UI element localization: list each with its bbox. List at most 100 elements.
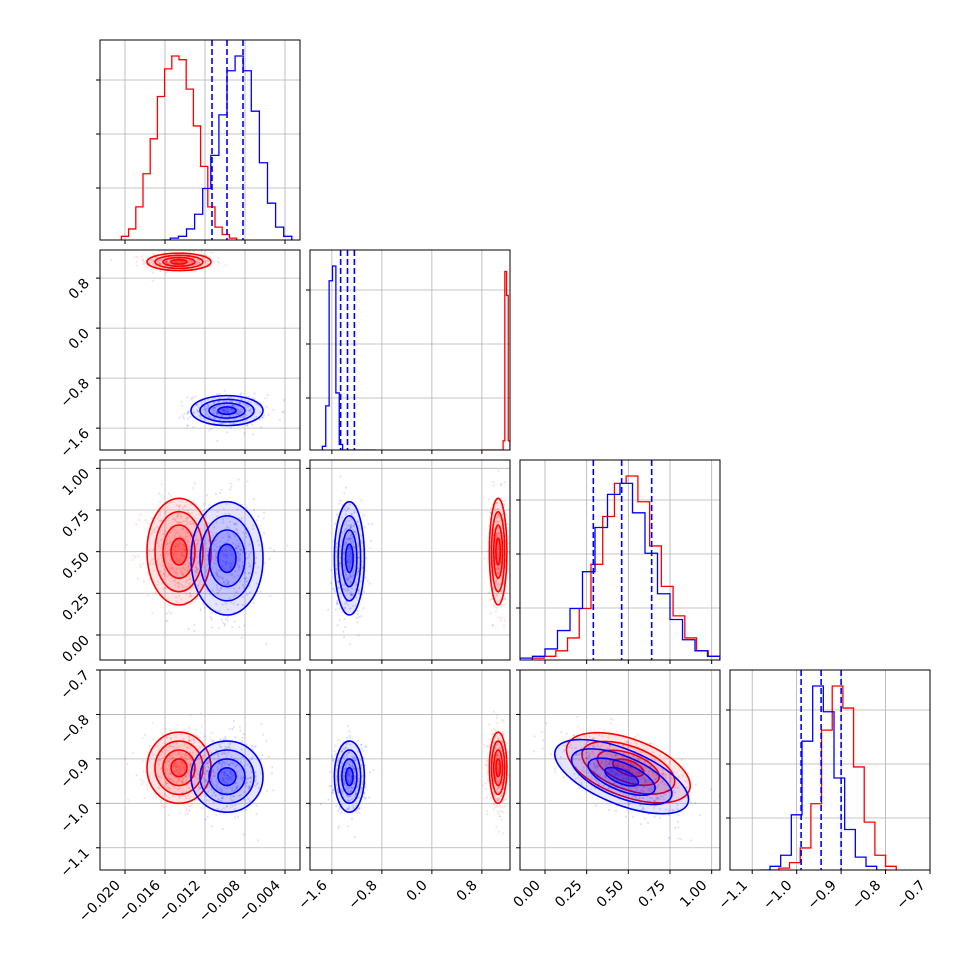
red-density-fill xyxy=(493,750,503,786)
red-density-fill xyxy=(612,759,644,777)
blue-density-fill xyxy=(218,544,236,573)
x-tick-label: 0.8 xyxy=(454,878,481,905)
x-tick-label: −1.0 xyxy=(760,878,795,913)
blue-contour xyxy=(570,748,673,806)
panel-r0-c0 xyxy=(96,39,301,244)
y-tick-label: −1.6 xyxy=(57,426,92,461)
y-tick-label: −0.8 xyxy=(57,376,92,411)
red-contour xyxy=(490,510,506,593)
blue-contour xyxy=(199,749,255,805)
red-density-fill xyxy=(155,511,203,592)
panel-r3-c1: −1.6 −0.8 0.0 0.8 xyxy=(295,669,511,913)
blue-contour xyxy=(199,398,255,423)
blue-contour xyxy=(199,515,255,602)
panel-frame xyxy=(519,459,721,661)
panel-frame xyxy=(729,669,931,871)
red-contour xyxy=(154,740,204,796)
blue-contour xyxy=(587,757,656,796)
blue-density-fill xyxy=(604,767,639,786)
red-density-fill xyxy=(171,758,187,777)
red-contour xyxy=(146,497,212,606)
panel-frame xyxy=(309,249,511,451)
red-density-fill xyxy=(147,732,211,804)
red-density-fill xyxy=(163,750,195,786)
blue-contour xyxy=(208,758,246,796)
blue-density-fill xyxy=(191,501,263,615)
blue-contour xyxy=(344,766,354,787)
red-contour xyxy=(154,510,204,593)
x-tick-label: 0.00 xyxy=(510,878,543,911)
blue-contour xyxy=(190,500,264,616)
red-contour xyxy=(596,749,661,787)
blue-density-fill xyxy=(200,515,254,601)
blue-contour xyxy=(217,766,237,787)
red-contour xyxy=(170,758,188,778)
red-contour xyxy=(170,537,188,566)
panel-r1-c1 xyxy=(306,249,511,454)
panel-r2-c0: 0.00 0.25 0.50 0.75 1.00 xyxy=(59,459,301,666)
panel-r3-c3: −1.1 −1.0 −0.9 −0.8 −0.7 xyxy=(716,669,931,913)
blue-density-fill xyxy=(209,530,245,587)
red-contour xyxy=(146,252,212,272)
x-tick-label: 0.0 xyxy=(404,878,431,905)
blue-density-fill xyxy=(209,403,245,419)
panel-frame xyxy=(519,669,721,871)
x-tick-label: −0.004 xyxy=(236,877,284,925)
blue-contour xyxy=(604,766,640,787)
red-contour xyxy=(170,258,188,265)
red-scatter-points xyxy=(541,715,720,820)
y-tick-label: −0.8 xyxy=(57,712,92,747)
red-density-fill xyxy=(495,538,501,566)
blue-density-fill xyxy=(334,501,365,615)
y-tick-label: −0.7 xyxy=(57,668,92,703)
blue-contour xyxy=(337,749,362,805)
blue-density-fill xyxy=(218,767,236,786)
red-contour xyxy=(488,497,508,606)
red-contour xyxy=(492,749,504,787)
panel-frame xyxy=(99,39,301,241)
y-tick-label: −1.1 xyxy=(57,845,92,880)
blue-density-fill xyxy=(200,750,254,804)
red-contour xyxy=(492,524,504,580)
blue-density-fill xyxy=(191,395,263,426)
blue-density-fill xyxy=(191,741,263,813)
x-tick-label: 1.00 xyxy=(677,878,710,911)
y-tick-label: 0.50 xyxy=(59,549,92,582)
panel-frame xyxy=(99,669,301,871)
red-density-fill xyxy=(171,538,187,566)
x-tick-label: −0.9 xyxy=(805,878,840,913)
blue-density-fill xyxy=(588,758,656,796)
red-density-fill xyxy=(493,525,503,579)
red-density-fill xyxy=(147,498,211,605)
blue-contour xyxy=(208,402,246,419)
red-contour xyxy=(565,731,692,804)
blue-contour xyxy=(341,758,358,796)
red-histogram-p2 xyxy=(531,475,720,660)
red-histogram-p0 xyxy=(120,55,238,240)
red-contour xyxy=(581,740,676,795)
blue-density-fill xyxy=(209,758,245,795)
blue-contour xyxy=(217,406,237,416)
blue-contour xyxy=(208,529,246,588)
panel-frame xyxy=(309,459,511,661)
red-contour xyxy=(488,731,508,805)
blue-contour xyxy=(337,515,362,602)
red-histogram-p3 xyxy=(768,685,897,870)
x-tick-label: −0.012 xyxy=(156,878,204,926)
blue-histogram-p2 xyxy=(520,482,720,660)
panel-r1-c0: −1.6 −0.8 0.0 0.8 xyxy=(57,249,301,461)
y-tick-label: −0.9 xyxy=(57,756,92,791)
blue-histogram-p3 xyxy=(759,685,888,870)
panel-frame xyxy=(99,459,301,661)
x-tick-label: 0.50 xyxy=(594,878,627,911)
panel-r2-c1 xyxy=(306,459,511,664)
blue-contour xyxy=(341,529,358,588)
blue-density-fill xyxy=(218,406,236,415)
panel-r2-c2 xyxy=(516,459,721,664)
blue-density-fill xyxy=(334,741,365,813)
x-tick-label: −1.6 xyxy=(295,877,330,912)
panel-r3-c2: 0.00 0.25 0.50 0.75 1.00 xyxy=(510,669,721,911)
x-tick-label: −1.1 xyxy=(716,878,751,913)
blue-contour xyxy=(344,543,354,574)
